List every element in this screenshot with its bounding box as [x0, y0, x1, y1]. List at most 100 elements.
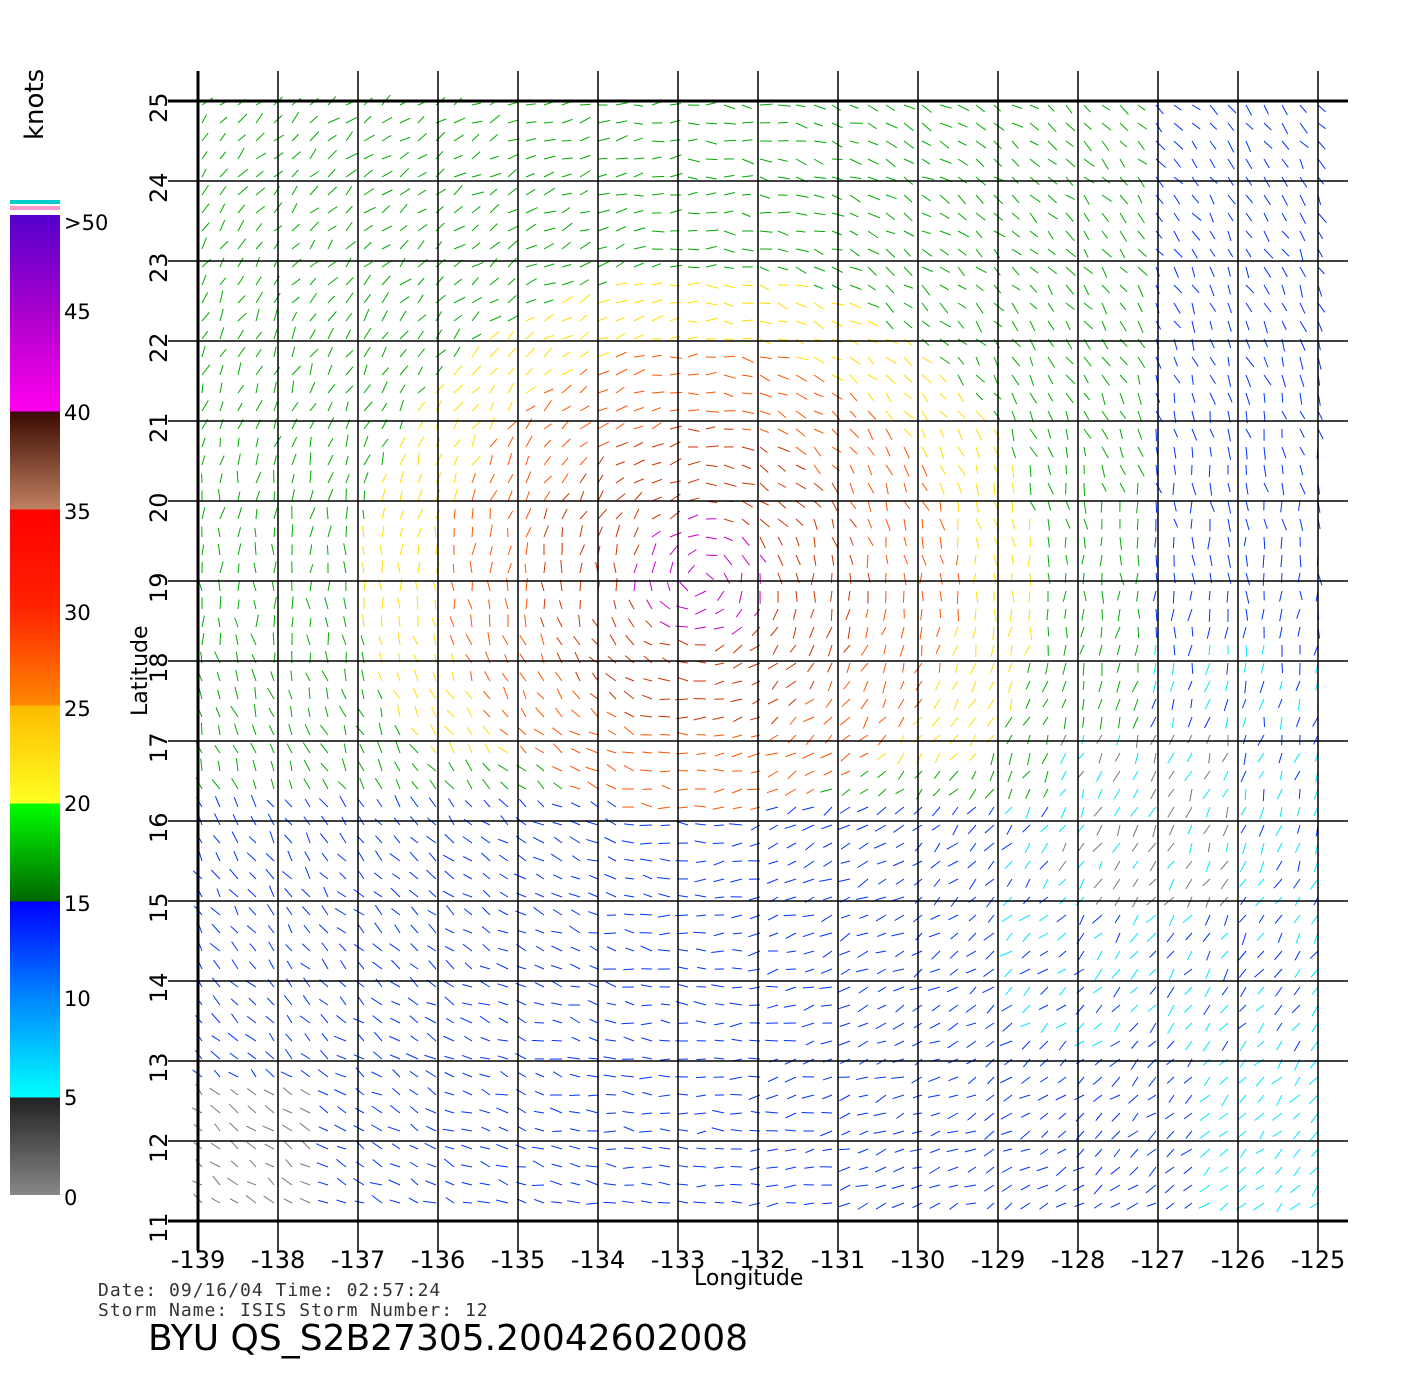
wind-barb [805, 699, 814, 704]
wind-barb [994, 411, 1000, 420]
wind-barb [1030, 267, 1038, 273]
wind-barb [461, 1112, 472, 1113]
wind-barb [724, 140, 736, 141]
wind-barb [1037, 969, 1048, 974]
wind-barb [958, 573, 960, 585]
wind-barb [989, 807, 994, 815]
wind-barb [1174, 393, 1175, 403]
wind-barb [544, 139, 556, 141]
wind-barb [1258, 1023, 1264, 1033]
wind-barb [659, 1075, 670, 1077]
wind-barb [382, 403, 387, 411]
wind-barb [1154, 753, 1156, 763]
wind-barb [202, 204, 209, 213]
wind-barb [1174, 285, 1182, 293]
colorbar-cap [10, 200, 60, 204]
wind-barb [1172, 663, 1174, 675]
y-tick-label: 16 [145, 812, 173, 843]
wind-barb [784, 1040, 796, 1041]
wind-barb [393, 1069, 400, 1077]
wind-barb [706, 483, 717, 486]
wind-barb [256, 384, 258, 393]
wind-barb [1137, 501, 1138, 513]
wind-barb [300, 1108, 310, 1113]
wind-barb [714, 861, 724, 865]
wind-barb [1028, 735, 1030, 744]
wind-barb [218, 528, 220, 537]
wind-barb [526, 406, 535, 411]
wind-barb [1165, 1113, 1174, 1119]
wind-barb [418, 278, 424, 285]
wind-barb [1120, 573, 1124, 585]
wind-barb [904, 429, 912, 436]
wind-barb [464, 1036, 472, 1041]
wind-barb [256, 242, 262, 249]
wind-barb [642, 1147, 652, 1149]
wind-barb [882, 627, 886, 635]
wind-barb [328, 417, 334, 429]
wind-barb [445, 1181, 454, 1185]
wind-barb [413, 688, 418, 699]
wind-barb [976, 519, 981, 529]
wind-barb [1115, 861, 1120, 870]
wind-barb [271, 761, 274, 771]
wind-barb [642, 1183, 652, 1185]
wind-barb [238, 544, 241, 555]
wind-barb [418, 315, 426, 321]
wind-barb [790, 717, 796, 725]
wind-barb [1293, 1149, 1300, 1158]
wind-barb [452, 671, 454, 681]
wind-barb [1264, 357, 1268, 367]
wind-barb [598, 352, 609, 357]
wind-barb [616, 494, 625, 501]
wind-barb [461, 1165, 472, 1167]
wind-barb [1226, 807, 1228, 818]
wind-barb [229, 889, 238, 897]
wind-barb [733, 933, 742, 934]
wind-barb [536, 1073, 544, 1077]
wind-barb [1282, 375, 1286, 387]
wind-barb [769, 933, 778, 936]
wind-barb [498, 910, 508, 915]
wind-barb [446, 1018, 454, 1023]
wind-barb [1095, 1149, 1102, 1157]
wind-barb [814, 105, 826, 109]
wind-barb [282, 1178, 292, 1185]
wind-barb [1210, 357, 1215, 365]
wind-barb [1004, 1095, 1012, 1101]
wind-barb [895, 1041, 904, 1046]
wind-barb [310, 453, 311, 465]
wind-barb [534, 1199, 544, 1203]
wind-barb [328, 347, 333, 357]
wind-barb [394, 762, 400, 771]
wind-barb [1293, 1131, 1300, 1139]
wind-barb [953, 825, 958, 835]
wind-barb [1280, 717, 1282, 729]
wind-barb [732, 987, 742, 988]
wind-barb [868, 285, 876, 290]
wind-barb [463, 874, 472, 879]
wind-barb [647, 600, 652, 609]
wind-barb [922, 339, 929, 345]
wind-barb [814, 483, 823, 491]
wind-barb [326, 688, 328, 699]
wind-barb [1102, 213, 1109, 222]
wind-barb [576, 672, 580, 681]
wind-barb [696, 1095, 706, 1097]
wind-barb [382, 489, 385, 501]
wind-barb [811, 573, 814, 585]
wind-barb [526, 387, 535, 393]
wind-barb [1210, 483, 1212, 496]
wind-barb [335, 1073, 346, 1077]
wind-barb [793, 627, 796, 639]
wind-barb [868, 519, 872, 528]
wind-barb [778, 447, 790, 452]
wind-barb [786, 969, 796, 970]
wind-barb [500, 729, 508, 735]
wind-barb [1030, 105, 1039, 109]
wind-barb [724, 105, 735, 109]
wind-barb [536, 946, 544, 951]
wind-barb [553, 910, 562, 915]
wind-barb [310, 581, 312, 591]
wind-barb [886, 141, 897, 148]
